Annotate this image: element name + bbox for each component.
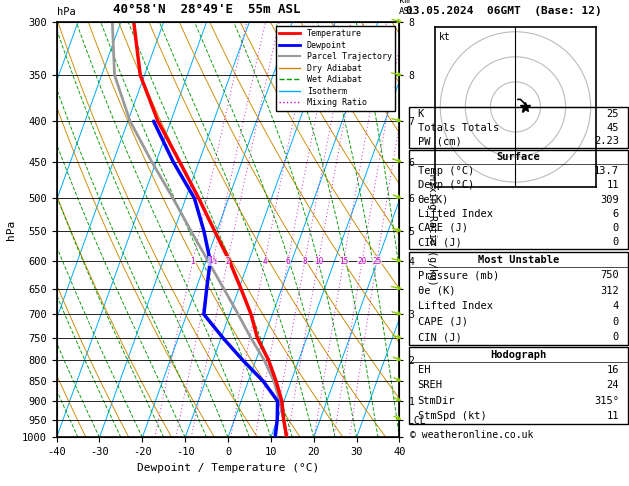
Text: 11: 11 — [606, 411, 619, 421]
Text: kt: kt — [438, 32, 450, 41]
Text: 1½: 1½ — [208, 257, 218, 265]
Text: CIN (J): CIN (J) — [418, 332, 461, 342]
Text: StmDir: StmDir — [418, 396, 455, 406]
Text: 25: 25 — [606, 109, 619, 119]
Text: Lifted Index: Lifted Index — [418, 301, 493, 311]
X-axis label: Dewpoint / Temperature (°C): Dewpoint / Temperature (°C) — [137, 463, 319, 473]
Text: © weatheronline.co.uk: © weatheronline.co.uk — [410, 430, 533, 440]
Text: km
ASL: km ASL — [399, 0, 415, 16]
Text: 0: 0 — [613, 332, 619, 342]
Text: 24: 24 — [606, 381, 619, 390]
Text: EH: EH — [418, 365, 430, 375]
Text: 2.23: 2.23 — [594, 137, 619, 146]
Text: 16: 16 — [606, 365, 619, 375]
Text: 15: 15 — [339, 257, 348, 265]
Text: 4: 4 — [262, 257, 267, 265]
Text: 13.7: 13.7 — [594, 166, 619, 176]
Text: StmSpd (kt): StmSpd (kt) — [418, 411, 486, 421]
Text: 03.05.2024  06GMT  (Base: 12): 03.05.2024 06GMT (Base: 12) — [406, 5, 601, 16]
Text: Surface: Surface — [496, 152, 540, 162]
Y-axis label: Mixing Ratio (g/kg): Mixing Ratio (g/kg) — [427, 174, 437, 285]
Text: 315°: 315° — [594, 396, 619, 406]
Text: 750: 750 — [600, 270, 619, 280]
Text: Totals Totals: Totals Totals — [418, 122, 499, 133]
Text: θe (K): θe (K) — [418, 286, 455, 295]
Text: 6: 6 — [286, 257, 290, 265]
Text: CIN (J): CIN (J) — [418, 237, 461, 247]
Text: 20: 20 — [357, 257, 367, 265]
Text: 6: 6 — [613, 208, 619, 219]
Text: Temp (°C): Temp (°C) — [418, 166, 474, 176]
Text: K: K — [418, 109, 424, 119]
Text: CAPE (J): CAPE (J) — [418, 223, 467, 233]
Text: 0: 0 — [613, 223, 619, 233]
Text: Lifted Index: Lifted Index — [418, 208, 493, 219]
Text: 0: 0 — [613, 317, 619, 327]
Text: Hodograph: Hodograph — [490, 350, 547, 360]
Text: Dewp (°C): Dewp (°C) — [418, 180, 474, 191]
Text: 25: 25 — [372, 257, 381, 265]
Text: 2: 2 — [225, 257, 230, 265]
Text: 11: 11 — [606, 180, 619, 191]
Text: 1: 1 — [191, 257, 195, 265]
Text: 309: 309 — [600, 194, 619, 205]
Text: 0: 0 — [613, 237, 619, 247]
Text: Most Unstable: Most Unstable — [477, 255, 559, 264]
Text: 10: 10 — [314, 257, 323, 265]
Text: 45: 45 — [606, 122, 619, 133]
Text: hPa: hPa — [57, 7, 75, 17]
Text: 4: 4 — [613, 301, 619, 311]
Text: Pressure (mb): Pressure (mb) — [418, 270, 499, 280]
Text: PW (cm): PW (cm) — [418, 137, 461, 146]
Text: SREH: SREH — [418, 381, 443, 390]
Text: θe(K): θe(K) — [418, 194, 449, 205]
Text: 312: 312 — [600, 286, 619, 295]
Y-axis label: hPa: hPa — [6, 220, 16, 240]
Text: CAPE (J): CAPE (J) — [418, 317, 467, 327]
Text: 8: 8 — [303, 257, 307, 265]
Legend: Temperature, Dewpoint, Parcel Trajectory, Dry Adiabat, Wet Adiabat, Isotherm, Mi: Temperature, Dewpoint, Parcel Trajectory… — [276, 26, 395, 111]
Text: 40°58'N  28°49'E  55m ASL: 40°58'N 28°49'E 55m ASL — [113, 2, 301, 16]
